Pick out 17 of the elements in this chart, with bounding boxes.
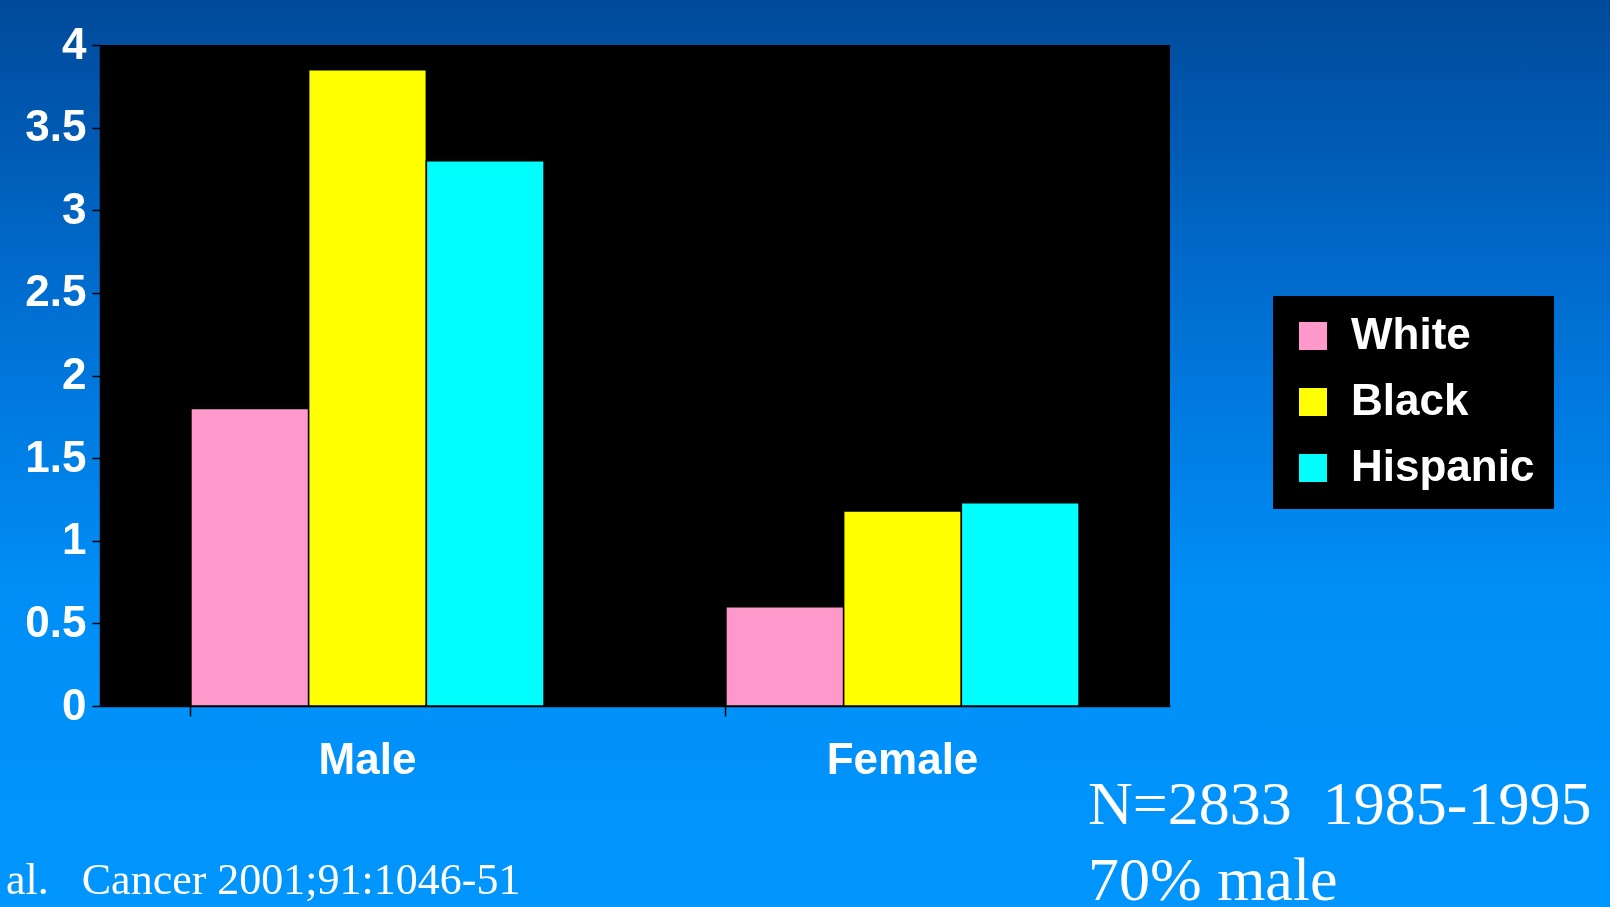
y-tick-label: 4 xyxy=(62,18,88,68)
y-tick-label: 2 xyxy=(62,349,87,398)
text: 70% male xyxy=(1088,845,1338,907)
text: al. Cancer 2001;91:1046-51 xyxy=(6,855,521,904)
y-tick-label: 0.5 xyxy=(25,596,87,646)
legend-label: White xyxy=(1351,309,1471,358)
legend-label: Hispanic xyxy=(1351,441,1535,490)
y-tick-label: 0 xyxy=(62,679,87,729)
y-tick-label: 1 xyxy=(62,514,87,564)
y-tick-label: 1.5 xyxy=(25,431,87,481)
legend-label: Black xyxy=(1351,375,1469,424)
y-tick-label: 2.5 xyxy=(25,266,87,316)
y-tick-label: 3.5 xyxy=(25,101,87,151)
x-tick-label: Male xyxy=(318,733,417,783)
y-tick-label: 3 xyxy=(62,183,87,233)
x-tick-label: Female xyxy=(826,733,979,783)
text: N=2833 1985-1995 xyxy=(1088,769,1592,837)
